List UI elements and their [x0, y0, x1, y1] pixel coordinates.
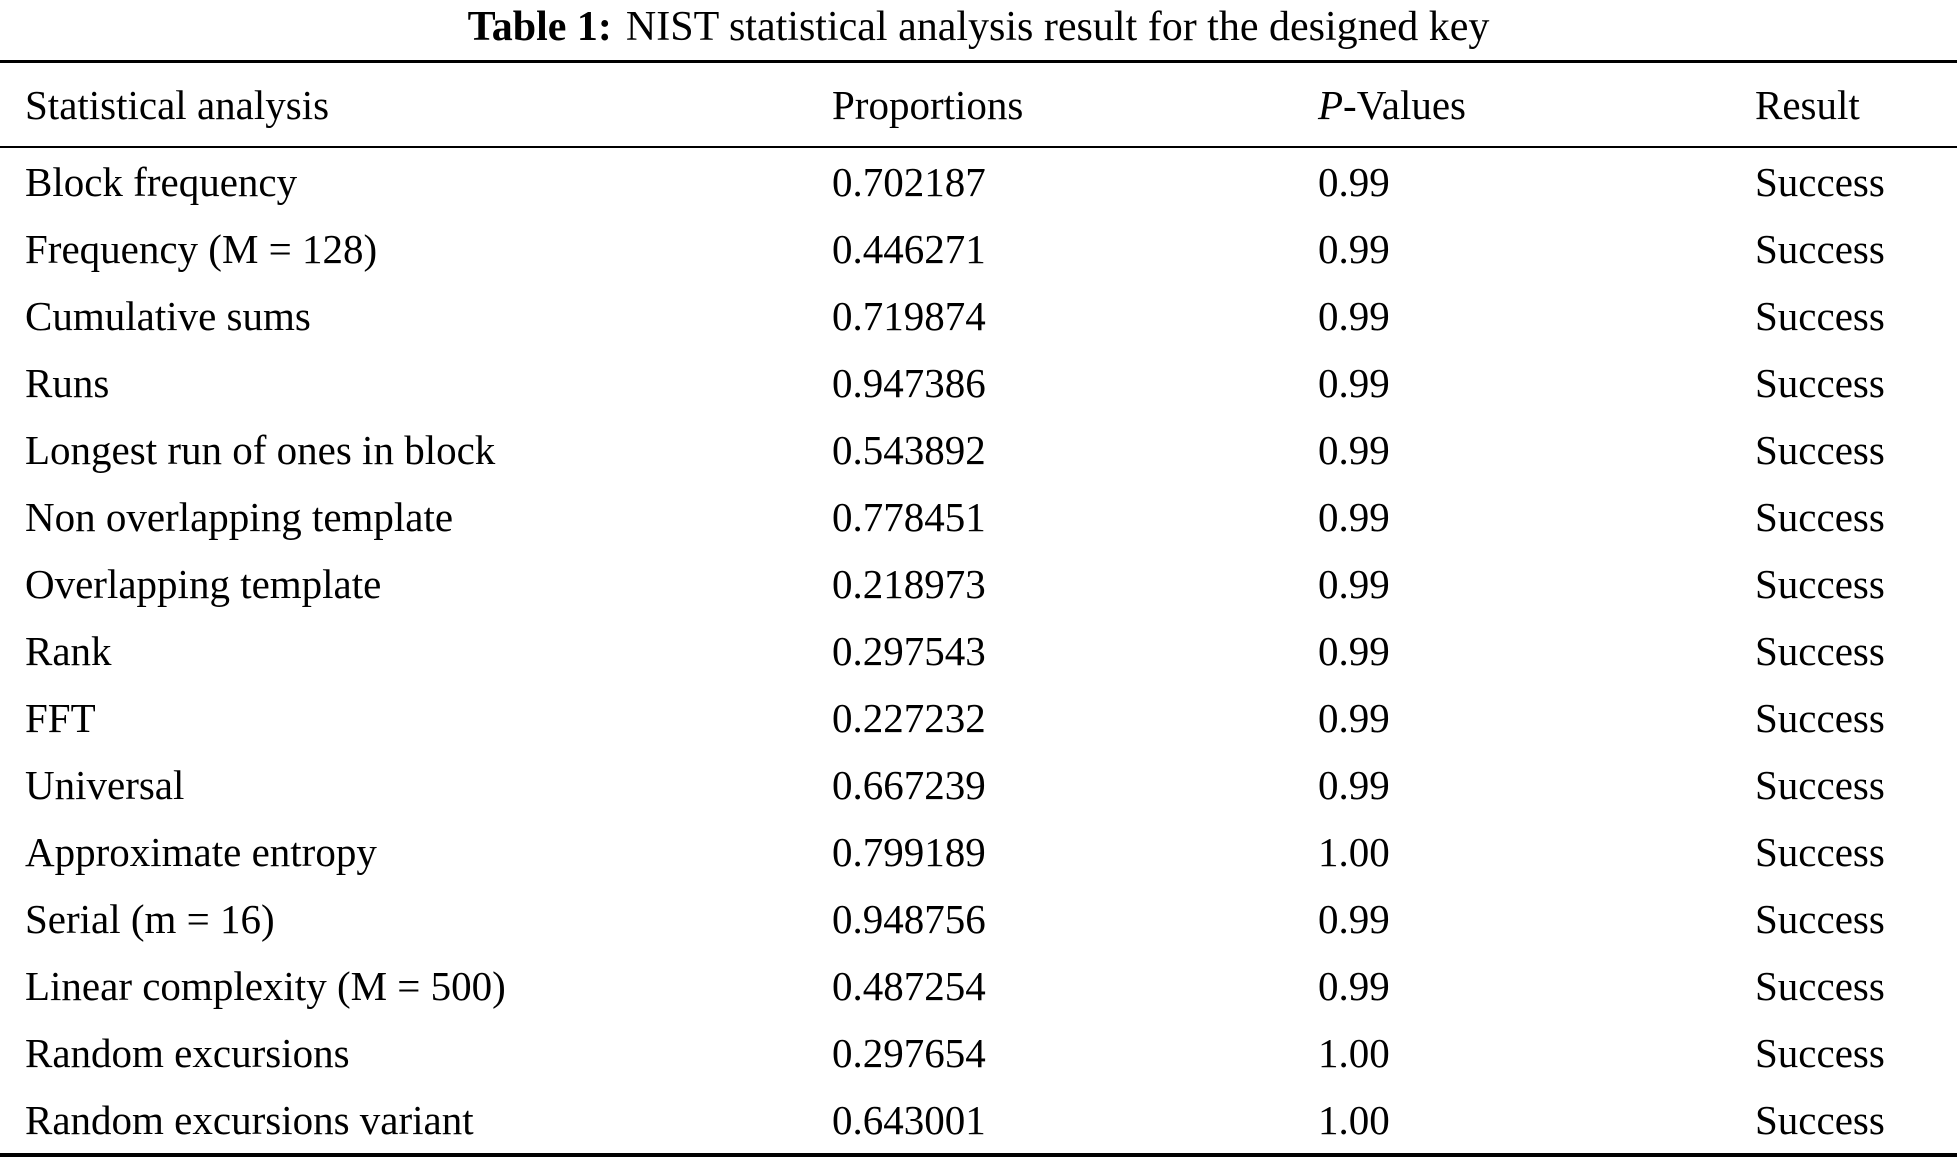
cell-result: Success: [1755, 426, 1885, 473]
table-row: Linear complexity (M = 500) 0.487254 0.9…: [0, 952, 1957, 1019]
cell-proportion: 0.643001: [832, 1096, 986, 1143]
cell-result: Success: [1755, 359, 1885, 406]
table-row: Approximate entropy 0.799189 1.00 Succes…: [0, 818, 1957, 885]
cell-analysis: Cumulative sums: [25, 292, 311, 339]
cell-p-value: 0.99: [1318, 359, 1390, 406]
cell-proportion: 0.218973: [832, 560, 986, 607]
cell-analysis: Serial (m = 16): [25, 895, 275, 942]
table-row: Runs 0.947386 0.99 Success: [0, 349, 1957, 416]
table-row: Universal 0.667239 0.99 Success: [0, 751, 1957, 818]
cell-proportion: 0.297654: [832, 1029, 986, 1076]
cell-result: Success: [1755, 694, 1885, 741]
cell-proportion: 0.702187: [832, 158, 986, 205]
cell-result: Success: [1755, 292, 1885, 339]
cell-analysis: Non overlapping template: [25, 493, 454, 540]
cell-p-value: 0.99: [1318, 426, 1390, 473]
cell-result: Success: [1755, 225, 1885, 272]
cell-p-value: 1.00: [1318, 828, 1390, 875]
table-row: FFT 0.227232 0.99 Success: [0, 684, 1957, 751]
header-result: Result: [1755, 81, 1860, 128]
cell-p-value: 0.99: [1318, 292, 1390, 339]
cell-analysis: Approximate entropy: [25, 828, 377, 875]
cell-p-value: 0.99: [1318, 560, 1390, 607]
cell-proportion: 0.719874: [832, 292, 986, 339]
table-row: Overlapping template 0.218973 0.99 Succe…: [0, 550, 1957, 617]
cell-analysis: Overlapping template: [25, 560, 382, 607]
cell-analysis: Random excursions: [25, 1029, 350, 1076]
header-statistical-analysis: Statistical analysis: [25, 81, 330, 128]
cell-proportion: 0.487254: [832, 962, 986, 1009]
cell-result: Success: [1755, 1029, 1885, 1076]
cell-p-value: 0.99: [1318, 225, 1390, 272]
table-row: Serial (m = 16) 0.948756 0.99 Success: [0, 885, 1957, 952]
cell-analysis: FFT: [25, 694, 96, 741]
cell-result: Success: [1755, 962, 1885, 1009]
cell-result: Success: [1755, 761, 1885, 808]
table-row: Random excursions 0.297654 1.00 Success: [0, 1019, 1957, 1086]
cell-result: Success: [1755, 1096, 1885, 1143]
cell-result: Success: [1755, 627, 1885, 674]
cell-p-value: 0.99: [1318, 158, 1390, 205]
header-p-values: P-Values: [1318, 81, 1755, 129]
header-proportions: Proportions: [832, 81, 1024, 128]
table-header-row: Statistical analysis Proportions P-Value…: [0, 63, 1957, 148]
cell-analysis: Longest run of ones in block: [25, 426, 496, 473]
table-row: Longest run of ones in block 0.543892 0.…: [0, 416, 1957, 483]
cell-result: Success: [1755, 895, 1885, 942]
cell-p-value: 1.00: [1318, 1096, 1390, 1143]
cell-analysis: Block frequency: [25, 158, 298, 205]
cell-proportion: 0.297543: [832, 627, 986, 674]
cell-result: Success: [1755, 828, 1885, 875]
table-row: Block frequency 0.702187 0.99 Success: [0, 148, 1957, 215]
cell-analysis: Linear complexity (M = 500): [25, 962, 506, 1009]
cell-p-value: 0.99: [1318, 895, 1390, 942]
table-row: Non overlapping template 0.778451 0.99 S…: [0, 483, 1957, 550]
cell-result: Success: [1755, 493, 1885, 540]
cell-analysis: Random excursions variant: [25, 1096, 474, 1143]
cell-p-value: 0.99: [1318, 493, 1390, 540]
table-caption-text: NIST statistical analysis result for the…: [625, 4, 1490, 50]
cell-p-value: 1.00: [1318, 1029, 1390, 1076]
cell-proportion: 0.543892: [832, 426, 986, 473]
header-p-values-italic-p: P: [1318, 81, 1344, 128]
cell-p-value: 0.99: [1318, 761, 1390, 808]
cell-proportion: 0.948756: [832, 895, 986, 942]
cell-analysis: Frequency (M = 128): [25, 225, 378, 272]
table-row: Random excursions variant 0.643001 1.00 …: [0, 1086, 1957, 1153]
cell-result: Success: [1755, 560, 1885, 607]
cell-result: Success: [1755, 158, 1885, 205]
table-row: Frequency (M = 128) 0.446271 0.99 Succes…: [0, 215, 1957, 282]
cell-p-value: 0.99: [1318, 627, 1390, 674]
cell-proportion: 0.667239: [832, 761, 986, 808]
cell-proportion: 0.446271: [832, 225, 986, 272]
table-caption: Table 1: NIST statistical analysis result…: [0, 0, 1957, 56]
header-p-values-rest: -Values: [1343, 81, 1467, 128]
cell-proportion: 0.778451: [832, 493, 986, 540]
cell-analysis: Universal: [25, 761, 185, 808]
cell-p-value: 0.99: [1318, 962, 1390, 1009]
table-row: Cumulative sums 0.719874 0.99 Success: [0, 282, 1957, 349]
cell-proportion: 0.799189: [832, 828, 986, 875]
cell-analysis: Runs: [25, 359, 110, 406]
table-caption-label: Table 1:: [467, 4, 612, 50]
data-table: Statistical analysis Proportions P-Value…: [0, 60, 1957, 1157]
cell-proportion: 0.947386: [832, 359, 986, 406]
cell-p-value: 0.99: [1318, 694, 1390, 741]
table-row: Rank 0.297543 0.99 Success: [0, 617, 1957, 684]
cell-proportion: 0.227232: [832, 694, 986, 741]
cell-analysis: Rank: [25, 627, 112, 674]
